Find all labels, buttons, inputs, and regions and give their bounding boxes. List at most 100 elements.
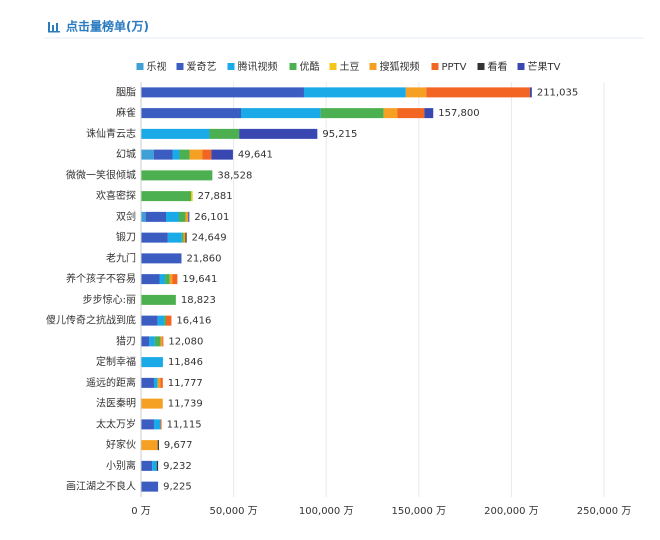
- bar-segment: [397, 108, 425, 119]
- total-label: 11,777: [168, 378, 203, 389]
- bar-segment: [239, 128, 318, 139]
- bar-segment: [141, 87, 304, 98]
- bar-segment: [303, 87, 406, 98]
- bar-segment: [162, 336, 164, 347]
- total-label: 24,649: [192, 233, 227, 244]
- bar-segment: [166, 211, 179, 222]
- bar-segment: [160, 336, 163, 347]
- total-label: 26,101: [194, 212, 229, 223]
- y-tick-label: 幻城: [116, 148, 136, 161]
- bar-segment: [141, 191, 192, 202]
- total-label: 9,225: [163, 482, 192, 493]
- bar-segment: [426, 87, 530, 98]
- bar-segment: [141, 232, 168, 243]
- total-label: 157,800: [438, 108, 479, 119]
- bar-segment: [160, 377, 163, 388]
- total-label: 18,823: [181, 295, 216, 306]
- bar-segment: [141, 357, 163, 368]
- y-tick-label: 步步惊心:丽: [83, 293, 136, 306]
- total-label: 9,677: [164, 440, 193, 451]
- bar-segment: [160, 419, 162, 430]
- bar-segment: [185, 232, 187, 243]
- bar-segment: [141, 440, 158, 451]
- bar-segment: [141, 149, 154, 160]
- x-tick-label: 200,000 万: [484, 506, 539, 517]
- bar-segment: [153, 419, 161, 430]
- bar-segment: [157, 377, 161, 388]
- x-tick-label: 250,000 万: [577, 506, 632, 517]
- bar-segment: [153, 149, 173, 160]
- bar-segment: [241, 108, 321, 119]
- total-label: 211,035: [537, 87, 578, 98]
- bar-segment: [141, 170, 213, 181]
- bar-segment: [145, 211, 167, 222]
- legend-swatch: [227, 63, 235, 70]
- legend-swatch: [369, 63, 377, 70]
- bar-segment: [157, 315, 165, 326]
- total-label: 21,860: [186, 253, 221, 264]
- bar-segment: [141, 274, 160, 285]
- bar-segment: [167, 232, 182, 243]
- total-label: 16,416: [176, 316, 211, 327]
- legend-label: 乐视: [147, 60, 167, 73]
- bar-segment: [320, 108, 384, 119]
- bar-segment: [141, 336, 150, 347]
- bar-segment: [153, 377, 158, 388]
- y-tick-label: 太太万岁: [96, 417, 136, 430]
- bar-segment: [159, 274, 166, 285]
- y-tick-label: 欢喜密探: [96, 189, 136, 202]
- legend-label: PPTV: [442, 62, 467, 73]
- bar-segment: [141, 460, 153, 471]
- y-tick-label: 法医秦明: [96, 397, 136, 410]
- legend-label: 腾讯视频: [238, 60, 278, 73]
- bar-segment: [149, 336, 155, 347]
- total-label: 38,528: [217, 170, 252, 181]
- bar-segment: [383, 108, 398, 119]
- bar-segment: [141, 294, 176, 305]
- bar-segment: [202, 149, 212, 160]
- x-tick-label: 100,000 万: [299, 506, 354, 517]
- bar-segment: [164, 315, 167, 326]
- bar-segment: [529, 87, 532, 98]
- legend-swatch: [431, 63, 439, 70]
- bar-segment: [211, 149, 233, 160]
- legend-label: 爱奇艺: [187, 60, 217, 73]
- bar-segment: [157, 440, 159, 451]
- y-tick-label: 胭脂: [116, 85, 136, 98]
- bar-segment: [172, 274, 178, 285]
- bar-segment: [166, 315, 172, 326]
- bar-segment: [141, 481, 159, 492]
- bar-segment: [183, 232, 186, 243]
- legend-label: 看看: [488, 60, 508, 73]
- bar-segment: [185, 211, 189, 222]
- bar-segment: [141, 419, 154, 430]
- y-tick-label: 诛仙青云志: [86, 127, 136, 140]
- y-tick-label: 养个孩子不容易: [66, 272, 136, 285]
- bar-segment: [169, 274, 173, 285]
- y-tick-label: 定制幸福: [96, 355, 136, 368]
- chart-title: 点击量榜单(万): [66, 19, 149, 34]
- y-tick-label: 遥远的距离: [86, 376, 136, 389]
- y-tick-label: 猎刃: [116, 334, 136, 347]
- y-tick-label: 好家伙: [106, 438, 136, 451]
- bar-segment: [424, 108, 434, 119]
- y-tick-label: 双剑: [116, 210, 136, 223]
- bar-segment: [141, 108, 242, 119]
- bar-segment: [154, 336, 161, 347]
- bar-segment: [165, 274, 170, 285]
- y-tick-label: 老九门: [106, 251, 136, 264]
- total-label: 12,080: [168, 336, 203, 347]
- y-tick-label: 麻雀: [116, 106, 136, 119]
- legend-swatch: [289, 63, 297, 70]
- bar-segment: [141, 211, 146, 222]
- total-label: 9,232: [163, 461, 192, 472]
- y-tick-label: 画江湖之不良人: [66, 480, 136, 493]
- legend-swatch: [176, 63, 184, 70]
- legend-swatch: [136, 63, 144, 70]
- legend-swatch: [329, 63, 337, 70]
- bar-segment: [141, 253, 182, 264]
- bar-segment: [141, 377, 154, 388]
